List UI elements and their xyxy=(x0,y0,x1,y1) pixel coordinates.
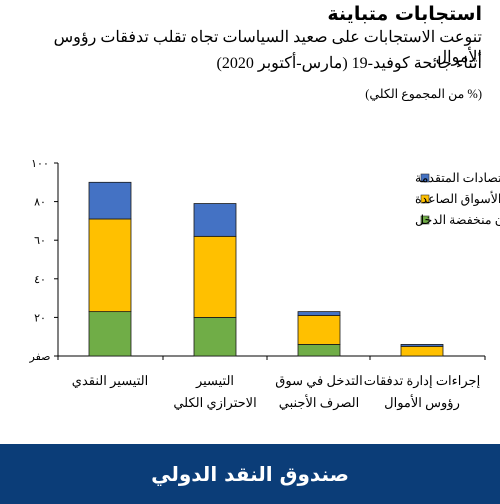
unit-note: (% من المجموع الكلي) xyxy=(365,87,482,101)
y-tick-label: ٨٠ xyxy=(34,197,46,209)
x-category-label: الصرف الأجنبي xyxy=(279,394,360,411)
x-category-label: التيسير xyxy=(195,373,234,389)
legend-label-emerging: الأسواق الصاعدة xyxy=(415,190,500,207)
legend-swatch-low_income xyxy=(420,215,430,225)
y-tick-label: ١٠٠ xyxy=(31,158,49,170)
y-tick-label: ٢٠ xyxy=(34,312,46,324)
stacked-bar-chart: صفر ٢٠ ٤٠ ٦٠ ٨٠ ١٠٠ التيسير النقدي التيسير الاحت… xyxy=(29,158,500,411)
chart-subtitle-line2: أثناء جائحة كوفيد-19 (مارس-أكتوبر 2020) xyxy=(216,55,482,72)
bar-segment-advanced xyxy=(88,181,132,220)
y-tick-label: ٤٠ xyxy=(34,274,46,286)
chart-title: استجابات متباينة xyxy=(327,3,482,25)
y-tick-label: ٦٠ xyxy=(34,235,46,247)
bar-segment-emerging xyxy=(193,235,237,318)
bar-segment-low_income xyxy=(193,316,237,357)
x-category-label: التيسير النقدي xyxy=(72,373,148,389)
bar-segment-advanced xyxy=(297,311,341,316)
bar-segment-emerging xyxy=(88,218,132,313)
bar-segment-emerging xyxy=(297,315,341,345)
x-category-label: التدخل في سوق xyxy=(275,373,362,389)
bar-segment-low_income xyxy=(297,344,341,357)
y-tick-label: صفر xyxy=(29,351,51,363)
x-category-label: الاحترازي الكلي xyxy=(173,395,256,411)
legend-label-low_income: البلدان منخفضة الدخل xyxy=(415,213,500,227)
bar-segment-emerging xyxy=(400,345,444,357)
bar-segment-advanced xyxy=(400,344,444,347)
legend-swatch-advanced xyxy=(420,173,430,183)
x-category-label: إجراءات إدارة تدفقات xyxy=(364,373,480,389)
chart-subtitle-line1: تنوعت الاستجابات على صعيد السياسات تجاه … xyxy=(53,29,482,66)
bar-segment-low_income xyxy=(88,311,132,357)
legend-label-advanced: الاقتصادات المتقدمة xyxy=(415,171,500,185)
legend-swatch-emerging xyxy=(420,194,430,204)
footer-banner: صندوق النقد الدولي xyxy=(0,444,500,504)
bar-segment-advanced xyxy=(193,203,237,237)
x-category-label: رؤوس الأموال xyxy=(384,394,460,411)
footer-label: صندوق النقد الدولي xyxy=(151,462,349,486)
